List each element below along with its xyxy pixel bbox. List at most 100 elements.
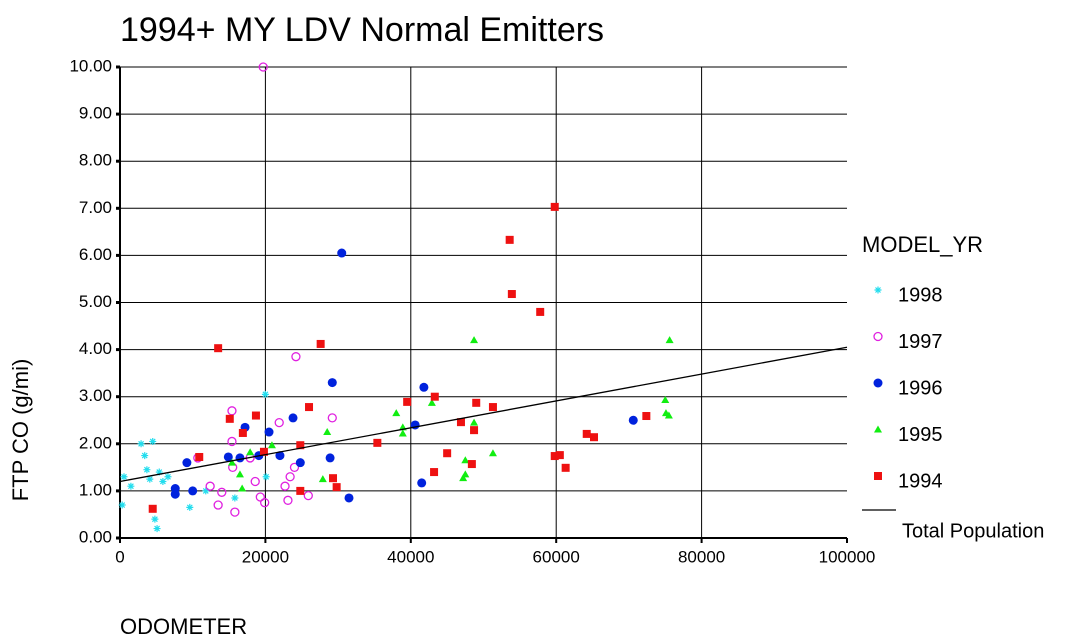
point [344,493,354,503]
point [470,336,479,344]
y-tick-label: 8.00 [79,151,112,170]
point [146,475,154,483]
point [550,452,559,461]
point [561,463,570,472]
point [285,472,295,482]
point [118,501,126,509]
point [467,460,476,469]
point [151,515,159,523]
point [217,487,227,497]
point [258,62,268,72]
point [149,437,157,445]
point [430,392,439,401]
point [642,412,651,421]
legend-label: 1997 [898,331,943,353]
point [472,398,481,407]
point [295,458,305,468]
y-tick-label: 1.00 [79,480,112,499]
point [182,458,192,468]
point [213,500,223,510]
point [398,429,407,437]
x-tick-label: 20000 [242,547,289,566]
point [665,336,674,344]
point [223,452,233,462]
point [238,484,247,492]
point [337,248,347,258]
point [164,473,172,481]
point [323,428,332,436]
point [461,456,470,464]
point [661,395,670,403]
point [289,462,300,473]
x-axis-label: ODOMETER [120,614,247,639]
point [283,495,293,505]
point [238,428,247,437]
legend-marker [874,425,882,433]
y-tick-label: 3.00 [79,386,112,405]
legend-marker [873,378,883,388]
point [262,473,270,481]
point [280,481,290,491]
point [305,403,314,412]
legend-label: 1994 [898,470,943,492]
point [459,474,468,482]
point [205,481,215,491]
legend-label: Total Population [902,520,1044,542]
point [303,490,313,501]
point [327,413,337,423]
point [202,487,210,495]
point [274,417,284,428]
y-tick-label: 0.00 [79,527,112,546]
point [120,473,128,481]
point [461,470,470,478]
point [261,390,269,398]
point [246,448,255,456]
point [507,290,516,299]
legend-marker [873,331,883,342]
point [267,441,276,449]
point [137,440,145,448]
x-tick-label: 80000 [678,547,725,566]
point [488,403,497,412]
point [443,449,452,458]
point [188,486,198,496]
point [456,418,465,427]
point [275,451,285,461]
point [550,202,559,211]
point [186,503,194,511]
point [555,451,564,460]
point [430,468,439,477]
point [143,466,151,474]
point [582,429,591,438]
point [159,477,167,485]
point [470,426,479,435]
y-tick-label: 10.00 [69,56,112,75]
y-axis-label: FTP CO (g/mi) [8,359,33,502]
point [148,504,157,513]
point [264,427,274,437]
x-tick-label: 100000 [819,547,876,566]
point [316,339,325,348]
y-tick-label: 2.00 [79,433,112,452]
point [329,474,338,483]
point [260,498,270,508]
point [214,344,223,353]
legend-label: 1996 [898,377,943,399]
point [288,413,298,423]
point [664,411,673,419]
x-tick-label: 40000 [387,547,434,566]
legend-label: 1998 [898,284,943,306]
point [227,436,237,447]
point [505,235,514,244]
point [250,476,260,487]
point [536,307,545,316]
y-tick-label: 9.00 [79,104,112,123]
x-tick-label: 60000 [533,547,580,566]
y-tick-label: 7.00 [79,198,112,217]
point [419,382,429,392]
point [227,458,236,466]
x-tick-label: 0 [115,547,124,566]
point [251,411,260,420]
point [318,475,327,483]
